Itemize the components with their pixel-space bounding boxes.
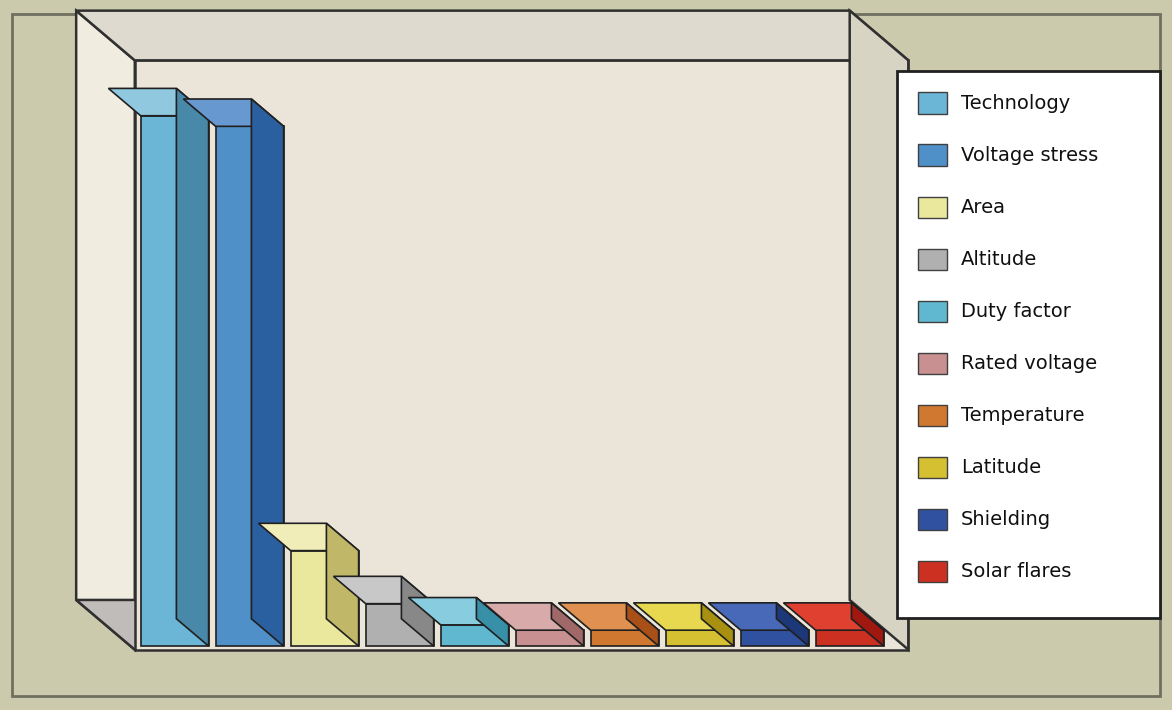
Polygon shape — [366, 604, 434, 646]
Polygon shape — [634, 603, 734, 630]
Bar — [918, 300, 947, 322]
Polygon shape — [777, 603, 809, 646]
Text: Duty factor: Duty factor — [961, 302, 1071, 321]
Bar — [918, 405, 947, 426]
Bar — [918, 561, 947, 582]
Text: Latitude: Latitude — [961, 458, 1041, 477]
Polygon shape — [816, 630, 884, 646]
Bar — [918, 353, 947, 374]
Text: Shielding: Shielding — [961, 510, 1051, 529]
Polygon shape — [408, 598, 509, 625]
Bar — [918, 509, 947, 530]
Polygon shape — [183, 99, 284, 126]
Polygon shape — [551, 603, 584, 646]
Text: Solar flares: Solar flares — [961, 562, 1071, 581]
Polygon shape — [850, 11, 908, 650]
Polygon shape — [627, 603, 659, 646]
Polygon shape — [333, 577, 434, 604]
Polygon shape — [177, 88, 209, 646]
Polygon shape — [591, 630, 659, 646]
Polygon shape — [483, 603, 584, 630]
Polygon shape — [76, 600, 908, 650]
Polygon shape — [76, 11, 908, 60]
Bar — [918, 144, 947, 165]
Text: Technology: Technology — [961, 94, 1070, 113]
Polygon shape — [784, 603, 884, 630]
Polygon shape — [476, 598, 509, 646]
Polygon shape — [141, 116, 209, 646]
Polygon shape — [741, 630, 809, 646]
Polygon shape — [666, 630, 734, 646]
Polygon shape — [702, 603, 734, 646]
Bar — [918, 457, 947, 478]
Polygon shape — [708, 603, 809, 630]
Polygon shape — [135, 60, 908, 650]
Polygon shape — [326, 523, 359, 646]
Polygon shape — [251, 99, 284, 646]
Polygon shape — [516, 630, 584, 646]
Polygon shape — [258, 523, 359, 551]
Bar — [918, 197, 947, 218]
Text: Rated voltage: Rated voltage — [961, 354, 1097, 373]
Text: Altitude: Altitude — [961, 250, 1037, 269]
Bar — [918, 92, 947, 114]
Polygon shape — [401, 577, 434, 646]
Polygon shape — [76, 11, 135, 650]
FancyBboxPatch shape — [897, 71, 1160, 618]
Text: Area: Area — [961, 197, 1006, 217]
Polygon shape — [441, 625, 509, 646]
Text: Temperature: Temperature — [961, 406, 1084, 425]
Text: Voltage stress: Voltage stress — [961, 146, 1098, 165]
Polygon shape — [108, 88, 209, 116]
Polygon shape — [216, 126, 284, 646]
Polygon shape — [291, 551, 359, 646]
Bar — [918, 248, 947, 270]
Polygon shape — [852, 603, 884, 646]
Polygon shape — [558, 603, 659, 630]
